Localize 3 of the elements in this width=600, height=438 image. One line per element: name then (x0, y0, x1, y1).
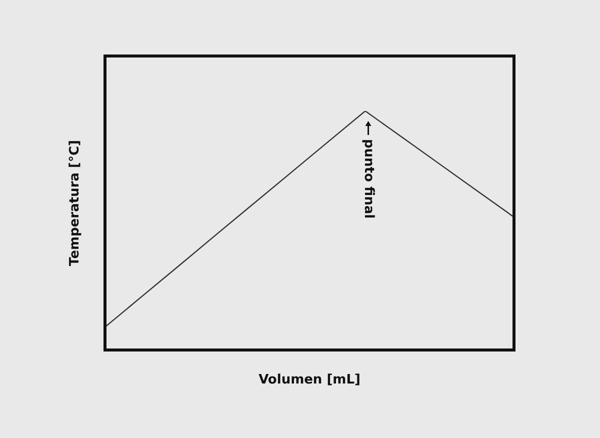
annotation: punto final (360, 139, 376, 219)
y-axis-title: Temperatura [°C] (67, 140, 82, 266)
x-axis-title: Volumen [mL] (258, 372, 360, 388)
